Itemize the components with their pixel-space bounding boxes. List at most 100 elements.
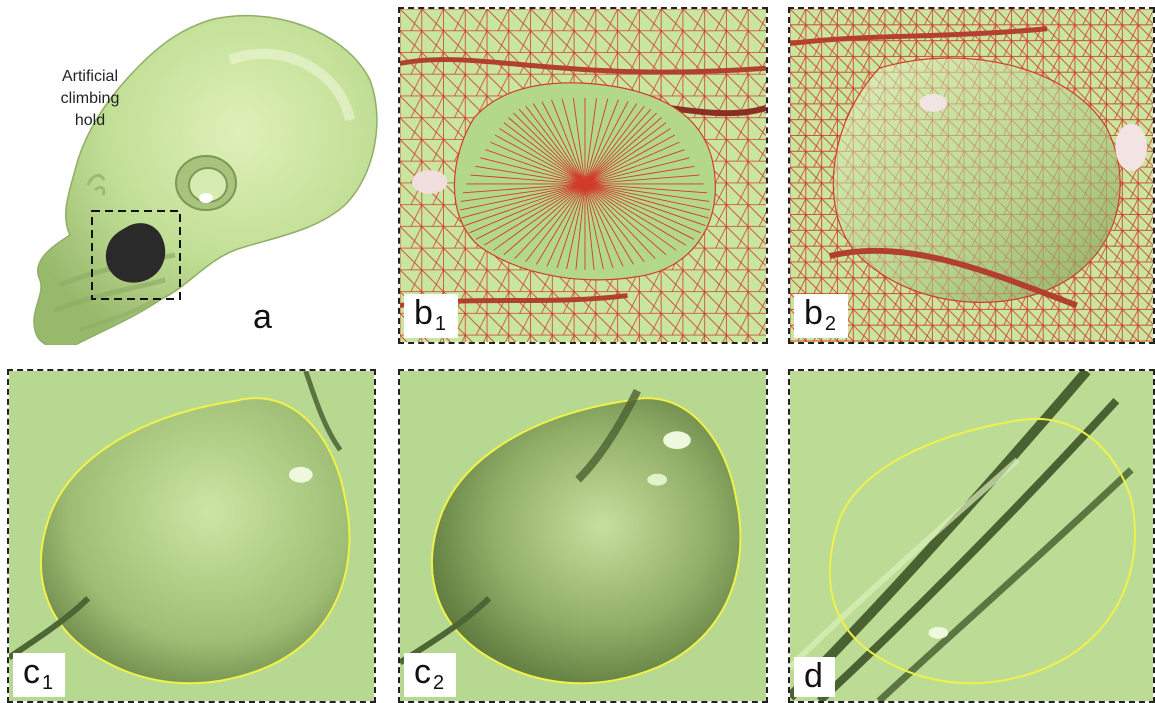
panel-c2-letter: c bbox=[414, 653, 431, 691]
panel-a: Artificial climbing hold a bbox=[0, 0, 385, 345]
fan-edge bbox=[551, 99, 586, 185]
fan-edge bbox=[490, 141, 586, 185]
mesh-fan-view bbox=[400, 9, 766, 342]
panel-c1-index: 1 bbox=[42, 672, 54, 694]
fan-edge bbox=[584, 134, 676, 185]
panel-b2-index: 2 bbox=[824, 313, 837, 335]
mesh-refined-view bbox=[790, 9, 1153, 342]
missing-region bbox=[105, 223, 166, 283]
fan-edge bbox=[483, 183, 586, 246]
panel-b1-index: 1 bbox=[434, 313, 447, 335]
bolt-hole bbox=[175, 155, 237, 211]
fan-edge bbox=[584, 183, 624, 267]
fan-edge bbox=[461, 183, 586, 219]
panel-c1-letter: c bbox=[23, 653, 40, 691]
fan-edge bbox=[584, 183, 710, 202]
fan-edge bbox=[485, 149, 586, 185]
fan-edge bbox=[480, 157, 586, 185]
fan-edge bbox=[575, 183, 586, 270]
fan-edge bbox=[584, 174, 700, 185]
panel-d-label: d bbox=[794, 657, 835, 697]
panel-b2-letter: b bbox=[804, 294, 823, 332]
fan-edge bbox=[584, 128, 671, 185]
fan-edge bbox=[584, 183, 710, 211]
fan-edge bbox=[584, 183, 695, 240]
hole-filled-ridges-view bbox=[790, 371, 1153, 701]
fan-edge bbox=[503, 122, 586, 185]
fan-edge bbox=[561, 98, 586, 185]
fan-edge bbox=[584, 98, 609, 185]
hole-filled-smooth-view bbox=[9, 371, 374, 701]
fan-edge bbox=[494, 134, 586, 185]
fan-edge bbox=[584, 183, 677, 251]
fan-edge bbox=[584, 183, 708, 194]
fan-edge bbox=[584, 165, 695, 185]
fan-edge bbox=[493, 183, 586, 251]
caption-line-1: Artificial bbox=[61, 68, 118, 85]
fan-edge bbox=[584, 183, 706, 227]
fan-edge bbox=[584, 122, 667, 185]
fan-edge bbox=[546, 183, 586, 267]
fan-edge bbox=[508, 117, 586, 185]
fan-edge bbox=[584, 108, 652, 185]
climbing-hold-model bbox=[33, 14, 378, 345]
fan-edge bbox=[503, 183, 586, 256]
fan-edge bbox=[532, 103, 586, 185]
fan-edge bbox=[541, 101, 586, 185]
panel-b1-letter: b bbox=[414, 294, 433, 332]
fan-edge bbox=[475, 183, 586, 240]
fan-edge bbox=[584, 101, 629, 185]
fan-edge bbox=[513, 112, 586, 185]
fan-edge bbox=[470, 174, 586, 185]
fan-edge bbox=[525, 105, 586, 185]
fan-edge bbox=[584, 98, 597, 184]
fan-triangulation bbox=[460, 97, 710, 270]
fan-edge bbox=[475, 165, 586, 185]
panel-c2-index: 2 bbox=[433, 672, 445, 694]
caption-line-3: hold bbox=[74, 112, 106, 129]
fan-edge bbox=[536, 183, 586, 265]
panel-d: d bbox=[788, 369, 1155, 703]
fan-edge bbox=[584, 141, 680, 185]
fan-edge bbox=[584, 149, 685, 185]
fan-edge bbox=[584, 183, 604, 270]
fan-edge bbox=[584, 183, 667, 256]
fan-edge bbox=[584, 183, 687, 246]
fan-edge bbox=[460, 183, 586, 211]
fan-edge bbox=[584, 183, 709, 219]
fan-edge bbox=[584, 117, 662, 185]
panel-a-label: a bbox=[253, 298, 272, 336]
fan-edge bbox=[584, 157, 690, 185]
fan-edge bbox=[514, 183, 586, 259]
hold-caption: Artificial climbing hold bbox=[45, 66, 135, 132]
fan-edge bbox=[469, 183, 586, 234]
fan-edge bbox=[584, 183, 614, 269]
fan-edge bbox=[584, 112, 657, 185]
zoom-region-box bbox=[91, 210, 181, 300]
fan-edge bbox=[464, 183, 586, 227]
fan-edge bbox=[584, 99, 619, 185]
fan-edge bbox=[499, 128, 586, 185]
caption-line-2: climbing bbox=[60, 90, 120, 107]
fan-edge bbox=[584, 103, 638, 185]
fan-edge bbox=[460, 183, 586, 202]
fan-edge bbox=[584, 183, 634, 265]
hole-filled-detail-view bbox=[400, 371, 766, 701]
fan-edge bbox=[462, 183, 586, 194]
fan-edge bbox=[556, 183, 586, 269]
fan-edge bbox=[584, 183, 595, 270]
fan-edge bbox=[525, 183, 586, 263]
fan-edge bbox=[518, 108, 586, 185]
fan-edge bbox=[584, 183, 701, 234]
fan-edge bbox=[572, 98, 586, 184]
fan-edge bbox=[584, 105, 645, 185]
fan-edge bbox=[566, 183, 586, 270]
